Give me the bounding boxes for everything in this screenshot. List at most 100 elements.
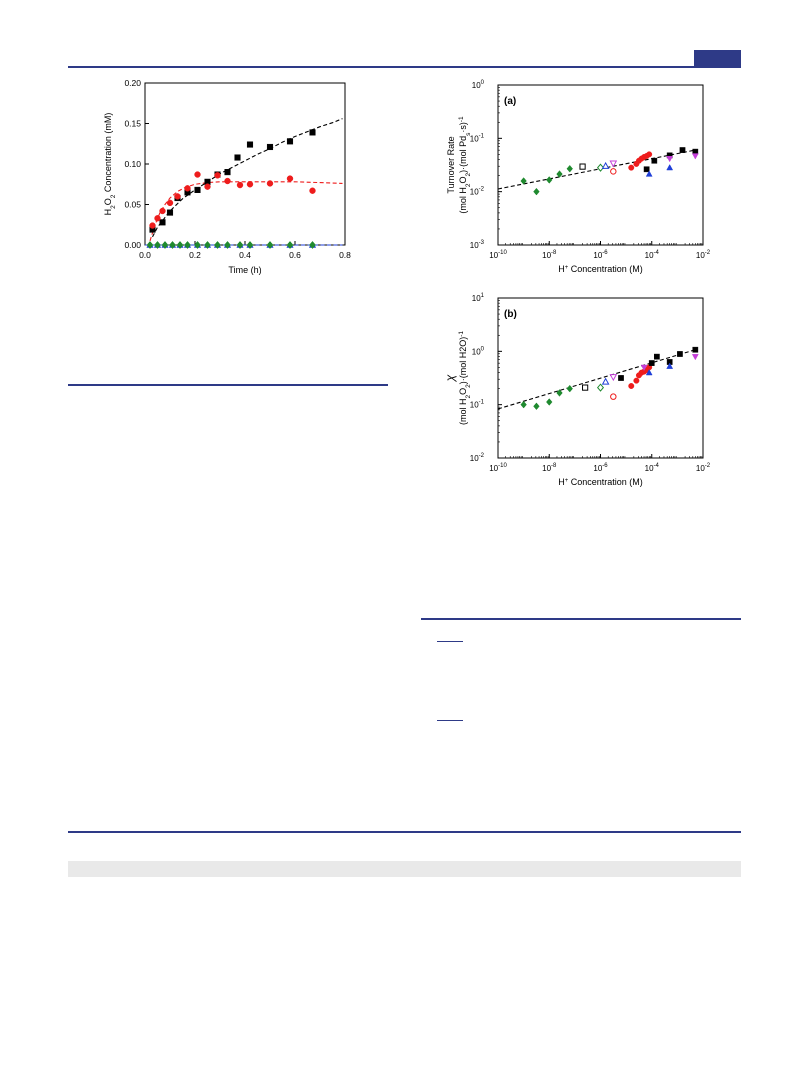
section-rule-right (421, 618, 741, 620)
data-point (566, 164, 573, 173)
data-point (286, 175, 294, 182)
data-point (582, 384, 589, 391)
y-axis-label: χ (443, 374, 457, 382)
x-tick-label: 10-4 (645, 250, 660, 260)
panel-label: (b) (504, 309, 517, 320)
data-point (161, 240, 169, 250)
data-point (166, 199, 174, 207)
x-tick-label: 10-10 (489, 250, 507, 260)
data-point (628, 383, 635, 389)
x-tick-label: 0.0 (139, 250, 151, 260)
footnote-rule-1 (437, 641, 463, 642)
data-point (556, 389, 563, 397)
x-axis-label: H+ Concentration (M) (558, 264, 643, 274)
data-point (309, 187, 316, 194)
section-rule-left (68, 384, 388, 386)
data-point (286, 240, 294, 250)
data-point (651, 157, 658, 164)
data-point (176, 240, 184, 250)
fit-line (497, 349, 696, 410)
plot-frame (144, 82, 346, 246)
y-tick-label: 0.00 (124, 240, 141, 250)
x-axis-label: Time (h) (228, 265, 261, 275)
data-point (601, 161, 610, 169)
y-tick-label: 10-2 (470, 453, 485, 463)
y-tick-label: 10-1 (470, 133, 485, 143)
y-tick-label: 0.10 (124, 159, 141, 169)
data-point (546, 176, 553, 184)
data-point (214, 172, 221, 179)
x-axis-label: H+ Concentration (M) (558, 477, 643, 487)
data-point (610, 168, 617, 175)
x-tick-label: 10-2 (696, 250, 711, 260)
data-point (184, 185, 191, 192)
data-point (286, 138, 294, 145)
data-point (309, 240, 316, 250)
data-point (154, 240, 161, 250)
chi-chart: 10-10 10-8 10-6 10-4 10-2 10-2 10-1 100 101 (b) H+… (443, 293, 711, 487)
data-point (640, 364, 648, 371)
data-point (214, 240, 221, 250)
data-point (628, 164, 635, 171)
turnover-rate-chart: 10-10 10-8 10-6 10-4 10-2 10-3 10-2 10-1 100 (a) H… (446, 80, 711, 274)
y-tick-label: 10-3 (470, 240, 485, 250)
data-point (224, 177, 231, 185)
data-point (266, 180, 274, 187)
data-point (645, 369, 653, 376)
data-point (266, 143, 274, 151)
data-point (224, 169, 231, 176)
y-tick-label: 0.20 (124, 78, 141, 88)
x-tick-label: 10-6 (593, 463, 608, 473)
data-point (246, 141, 254, 148)
panel-label: (a) (504, 96, 516, 107)
data-point (236, 181, 244, 189)
data-point (309, 129, 316, 136)
data-point (146, 240, 154, 250)
data-point (646, 151, 653, 158)
data-point (691, 153, 699, 160)
data-point (224, 240, 231, 250)
footnote-rule-2 (437, 720, 463, 721)
fit-line (497, 149, 696, 190)
data-point (194, 186, 201, 193)
x-tick-label: 0.4 (239, 250, 251, 260)
data-point (154, 215, 161, 222)
x-tick-label: 10-4 (645, 463, 660, 473)
data-point (609, 160, 618, 168)
data-point (596, 163, 605, 172)
data-point (654, 353, 660, 360)
y-axis-label: Turnover Rate (446, 136, 456, 193)
data-point (546, 398, 553, 406)
data-point (166, 209, 174, 216)
data-point (184, 240, 191, 250)
data-point (692, 346, 699, 353)
y-tick-label: 100 (472, 346, 485, 356)
x-tick-label: 0.6 (289, 250, 301, 260)
data-point (174, 193, 181, 200)
data-point (666, 156, 674, 163)
data-point (566, 384, 573, 393)
data-point (633, 377, 640, 384)
data-point (533, 187, 540, 196)
x-tick-label: 10-2 (696, 463, 711, 473)
x-tick-label: 10-10 (489, 463, 507, 473)
time-concentration-chart: 0.0 0.2 0.4 0.6 0.8 0.00 0.05 0.10 0.15 0.20 Time … (103, 78, 351, 275)
fit-line (152, 118, 343, 238)
data-point (246, 181, 254, 188)
data-point (234, 154, 241, 161)
y-tick-label: 10-1 (470, 400, 485, 410)
data-point (246, 240, 254, 250)
data-point (194, 171, 201, 178)
table-header-band (68, 861, 741, 877)
data-point (204, 240, 211, 250)
data-point (149, 222, 156, 229)
data-point (579, 163, 586, 170)
data-point (556, 170, 563, 178)
x-tick-label: 10-6 (593, 250, 608, 260)
y-axis-label: (mol H2O2)·(mol H2O)-1 (458, 331, 472, 425)
header-corner-block (694, 50, 741, 66)
x-tick-label: 10-8 (542, 250, 557, 260)
y-axis-label: H2O2 Concentration (mM) (103, 113, 117, 216)
data-point (648, 360, 655, 366)
x-tick-label: 10-8 (542, 463, 557, 473)
